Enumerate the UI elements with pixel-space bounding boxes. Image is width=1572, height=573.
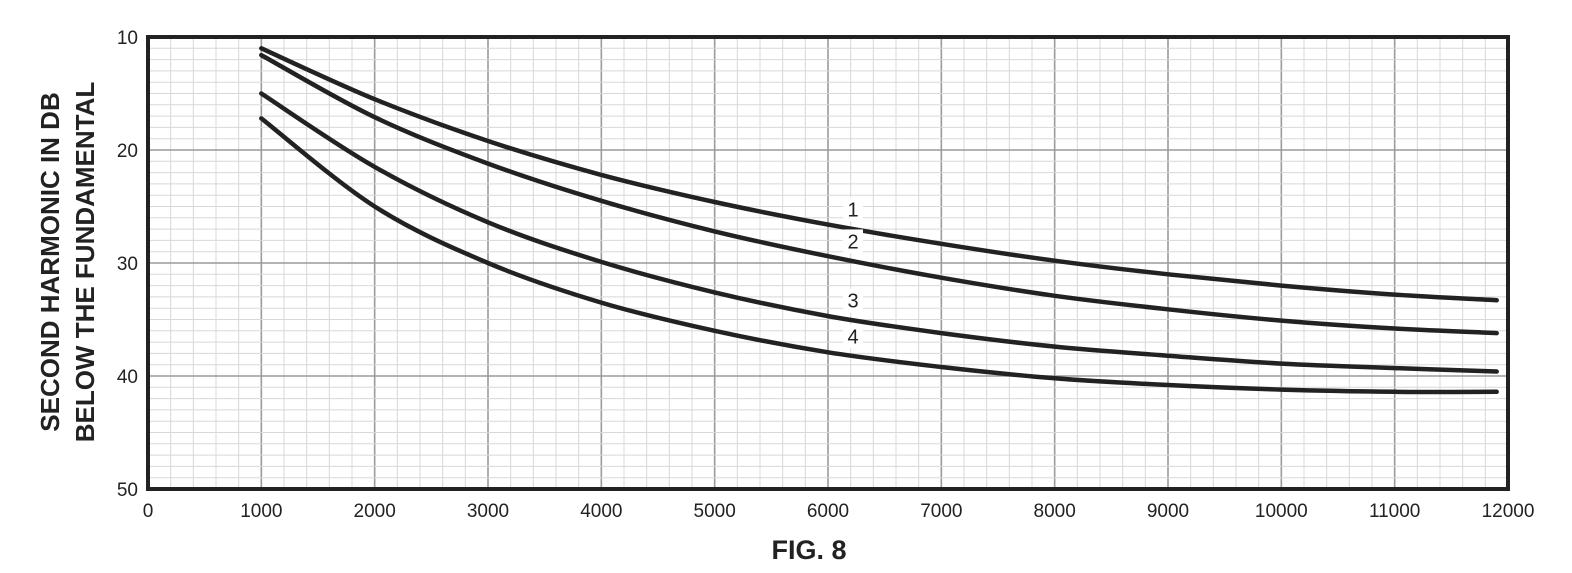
curve-1 xyxy=(259,46,1499,303)
x-tick-label: 2000 xyxy=(354,501,396,522)
curve-label-bg xyxy=(843,288,863,313)
x-tick-label: 7000 xyxy=(920,501,962,522)
x-tick-label: 0 xyxy=(143,501,154,522)
x-tick-label: 5000 xyxy=(694,501,736,522)
y-axis-label-line-2: BELOW THE FUNDAMENTAL xyxy=(70,82,100,443)
curve-label-2: 2 xyxy=(847,231,858,253)
x-tick-label: 10000 xyxy=(1255,501,1308,522)
y-tick-label: 20 xyxy=(117,141,138,162)
curve-3 xyxy=(259,91,1499,374)
x-tick-label: 11000 xyxy=(1369,501,1420,522)
x-tick-label: 12000 xyxy=(1482,501,1535,522)
curves xyxy=(259,46,1499,395)
y-tick-labels: 10 20 30 40 50 xyxy=(117,28,138,501)
curve-label-bg xyxy=(843,324,863,349)
plot-frame xyxy=(146,35,1510,491)
y-axis-label: SECOND HARMONIC IN DB xyxy=(35,92,65,431)
y-axis-label-line-1: SECOND HARMONIC IN DB xyxy=(35,92,65,431)
x-tick-label: 1000 xyxy=(240,501,282,522)
x-tick-label: 6000 xyxy=(807,501,849,522)
curve-label-4: 4 xyxy=(847,326,858,348)
curve-4 xyxy=(259,116,1499,395)
y-axis-label-2: BELOW THE FUNDAMENTAL xyxy=(70,82,100,443)
y-tick-label: 40 xyxy=(117,367,138,388)
x-tick-label: 8000 xyxy=(1034,501,1076,522)
curve-label-bg xyxy=(843,229,863,254)
curve-label-bg xyxy=(843,197,863,222)
curve-label-1: 1 xyxy=(847,199,858,221)
y-tick-label: 10 xyxy=(117,28,138,49)
x-tick-label: 3000 xyxy=(467,501,509,522)
curve-label-3: 3 xyxy=(847,291,858,313)
y-tick-label: 30 xyxy=(117,254,138,275)
figure-caption: FIG. 8 xyxy=(771,535,846,565)
x-tick-label: 9000 xyxy=(1147,501,1189,522)
y-tick-label: 50 xyxy=(117,480,138,501)
x-tick-labels: 0 1000 2000 3000 4000 5000 6000 7000 8000 9000 100… xyxy=(143,501,1535,522)
x-tick-label: 4000 xyxy=(580,501,622,522)
curve-2 xyxy=(259,52,1499,336)
curve-labels: 1 2 3 4 xyxy=(843,197,863,349)
